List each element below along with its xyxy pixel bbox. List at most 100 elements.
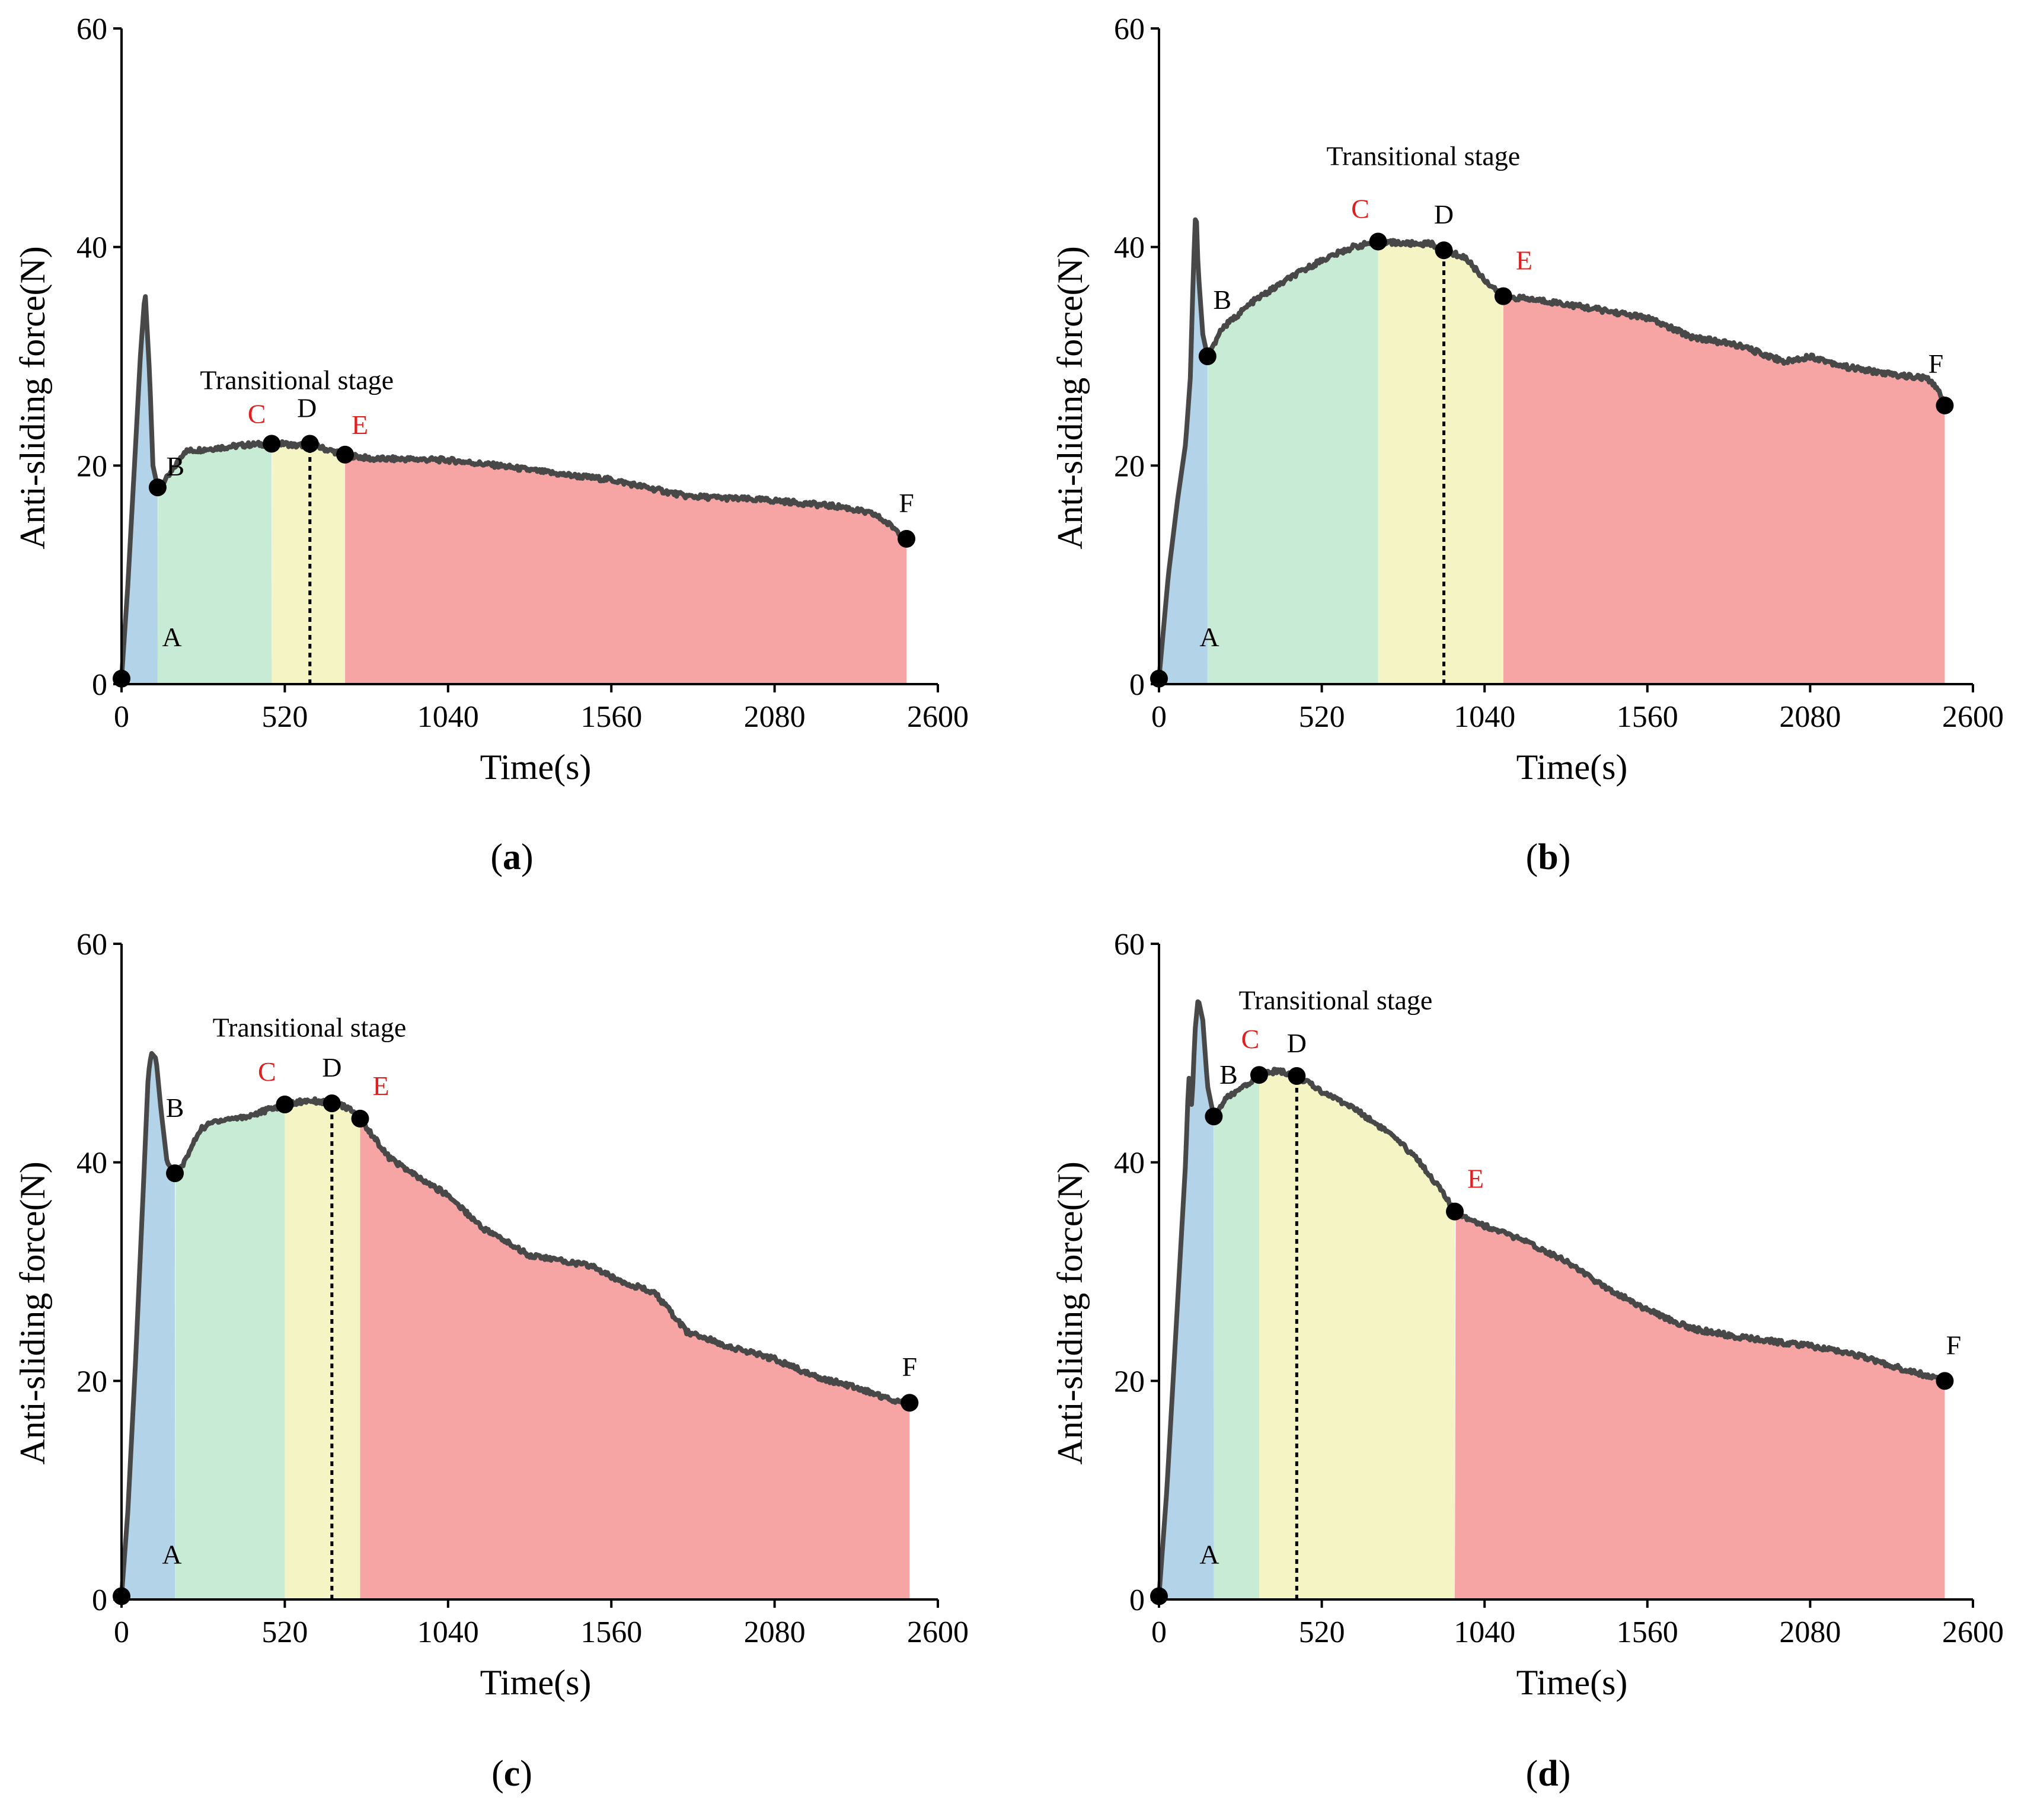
point-b — [166, 1164, 184, 1183]
chart-panel-d: 0 520 1040 1560 2080 2600 0 20 40 60 Time(s) Anti-s… — [1050, 928, 2004, 1794]
point-label-e: E — [1516, 245, 1532, 276]
x-tick-label: 1040 — [1454, 1615, 1515, 1649]
x-tick-label: 1040 — [417, 700, 479, 734]
stage-fill-transitional — [285, 1099, 360, 1599]
point-d — [323, 1094, 341, 1113]
x-tick-label: 0 — [114, 1615, 129, 1649]
point-b — [148, 478, 167, 497]
y-tick-label: 40 — [76, 231, 107, 265]
x-tick-label: 2600 — [907, 1615, 969, 1649]
x-axis-label: Time(s) — [1516, 1663, 1628, 1702]
stage-fill-plastic — [157, 441, 272, 684]
panel-caption: (a) — [490, 837, 533, 877]
force-curve — [119, 294, 909, 681]
x-tick-label: 2600 — [1942, 700, 2004, 734]
y-axis-label: Anti-sliding force(N) — [1050, 246, 1090, 550]
point-label-f: F — [1928, 349, 1944, 379]
x-tick-label: 1560 — [1617, 1615, 1678, 1649]
annotation-transitional-stage: Transitional stage — [200, 365, 394, 395]
y-tick-label: 0 — [92, 668, 107, 702]
point-f — [1936, 396, 1954, 414]
panel-caption: (d) — [1526, 1754, 1571, 1794]
annotation-transitional-stage: Transitional stage — [1239, 985, 1433, 1016]
x-tick-label: 1560 — [1617, 700, 1678, 734]
x-tick-label: 0 — [1151, 1615, 1167, 1649]
x-tick-label: 1040 — [1454, 700, 1515, 734]
point-label-c: C — [248, 398, 266, 429]
panel-caption-close: ) — [1559, 1754, 1571, 1794]
x-tick-label: 2080 — [1779, 1615, 1841, 1649]
stage-fill-elastic — [122, 1053, 175, 1599]
point-label-a: A — [1199, 622, 1219, 652]
y-tick-label: 60 — [76, 928, 107, 962]
point-label-e: E — [352, 410, 368, 440]
y-axis-label: Anti-sliding force(N) — [13, 1161, 52, 1465]
stage-fill-plastic — [175, 1103, 285, 1599]
chart-panel-b: 0 520 1040 1560 2080 2600 0 20 40 60 Time(s) Anti-s… — [1050, 12, 2004, 877]
y-tick-label: 20 — [1114, 1365, 1145, 1398]
point-a — [113, 1587, 130, 1605]
point-label-e: E — [372, 1071, 389, 1101]
panel-caption-open: ( — [1526, 837, 1538, 877]
y-tick-label: 60 — [1114, 928, 1145, 962]
x-axis-label: Time(s) — [480, 748, 592, 787]
point-a — [113, 669, 130, 688]
panel-caption-close: ) — [1559, 837, 1571, 877]
point-label-b: B — [1214, 285, 1232, 315]
point-label-d: D — [1434, 199, 1454, 229]
y-axis-label: Anti-sliding force(N) — [1050, 1161, 1090, 1465]
x-tick-label: 2600 — [907, 700, 969, 734]
x-axis-label: Time(s) — [1516, 748, 1628, 787]
y-tick-label: 20 — [76, 1365, 107, 1398]
y-tick-label: 20 — [76, 449, 107, 483]
point-d — [301, 435, 319, 453]
y-tick-label: 60 — [76, 12, 107, 46]
x-tick-label: 1040 — [417, 1615, 479, 1649]
y-tick-label: 0 — [1129, 668, 1145, 702]
x-tick-label: 520 — [1299, 700, 1345, 734]
point-label-f: F — [902, 1352, 918, 1382]
annotation-transitional-stage: Transitional stage — [1327, 141, 1521, 171]
x-tick-label: 2080 — [744, 1615, 806, 1649]
point-label-f: F — [1946, 1330, 1962, 1360]
point-label-a: A — [1199, 1539, 1219, 1569]
x-tick-label: 2080 — [744, 700, 806, 734]
point-a — [1150, 1587, 1168, 1605]
point-label-c: C — [1351, 193, 1369, 223]
stage-fill-elastic — [1159, 1001, 1214, 1599]
x-tick-label: 2600 — [1942, 1615, 2004, 1649]
panel-caption-close: ) — [521, 837, 534, 877]
y-axis-label: Anti-sliding force(N) — [13, 246, 52, 550]
x-tick-label: 2080 — [1779, 700, 1841, 734]
point-label-b: B — [167, 451, 185, 481]
x-tick-label: 0 — [1151, 700, 1167, 734]
x-tick-label: 520 — [1299, 1615, 1345, 1649]
point-label-b: B — [166, 1093, 184, 1123]
x-tick-label: 520 — [261, 700, 308, 734]
point-c — [1369, 232, 1387, 251]
point-label-d: D — [297, 392, 317, 423]
point-a — [1150, 669, 1168, 688]
y-tick-label: 0 — [1129, 1583, 1145, 1617]
point-e — [336, 445, 355, 464]
point-e — [351, 1109, 369, 1128]
panel-caption: (c) — [491, 1754, 532, 1794]
point-f — [1936, 1372, 1954, 1390]
point-label-f: F — [899, 488, 914, 518]
point-label-e: E — [1467, 1164, 1484, 1194]
point-b — [1205, 1107, 1223, 1126]
point-c — [1250, 1066, 1268, 1084]
panel-caption: (b) — [1526, 837, 1571, 877]
annotation-transitional-stage: Transitional stage — [213, 1013, 407, 1043]
point-c — [276, 1095, 294, 1113]
stage-fill-transitional — [1259, 1069, 1455, 1599]
point-label-b: B — [1219, 1059, 1238, 1090]
force-curve — [119, 1051, 912, 1599]
force-curve — [1157, 217, 1947, 681]
panel-caption-open: ( — [490, 837, 503, 877]
point-d — [1435, 241, 1453, 260]
point-label-c: C — [1241, 1024, 1260, 1054]
y-tick-label: 40 — [1114, 231, 1145, 265]
panel-caption-letter: b — [1538, 837, 1558, 877]
